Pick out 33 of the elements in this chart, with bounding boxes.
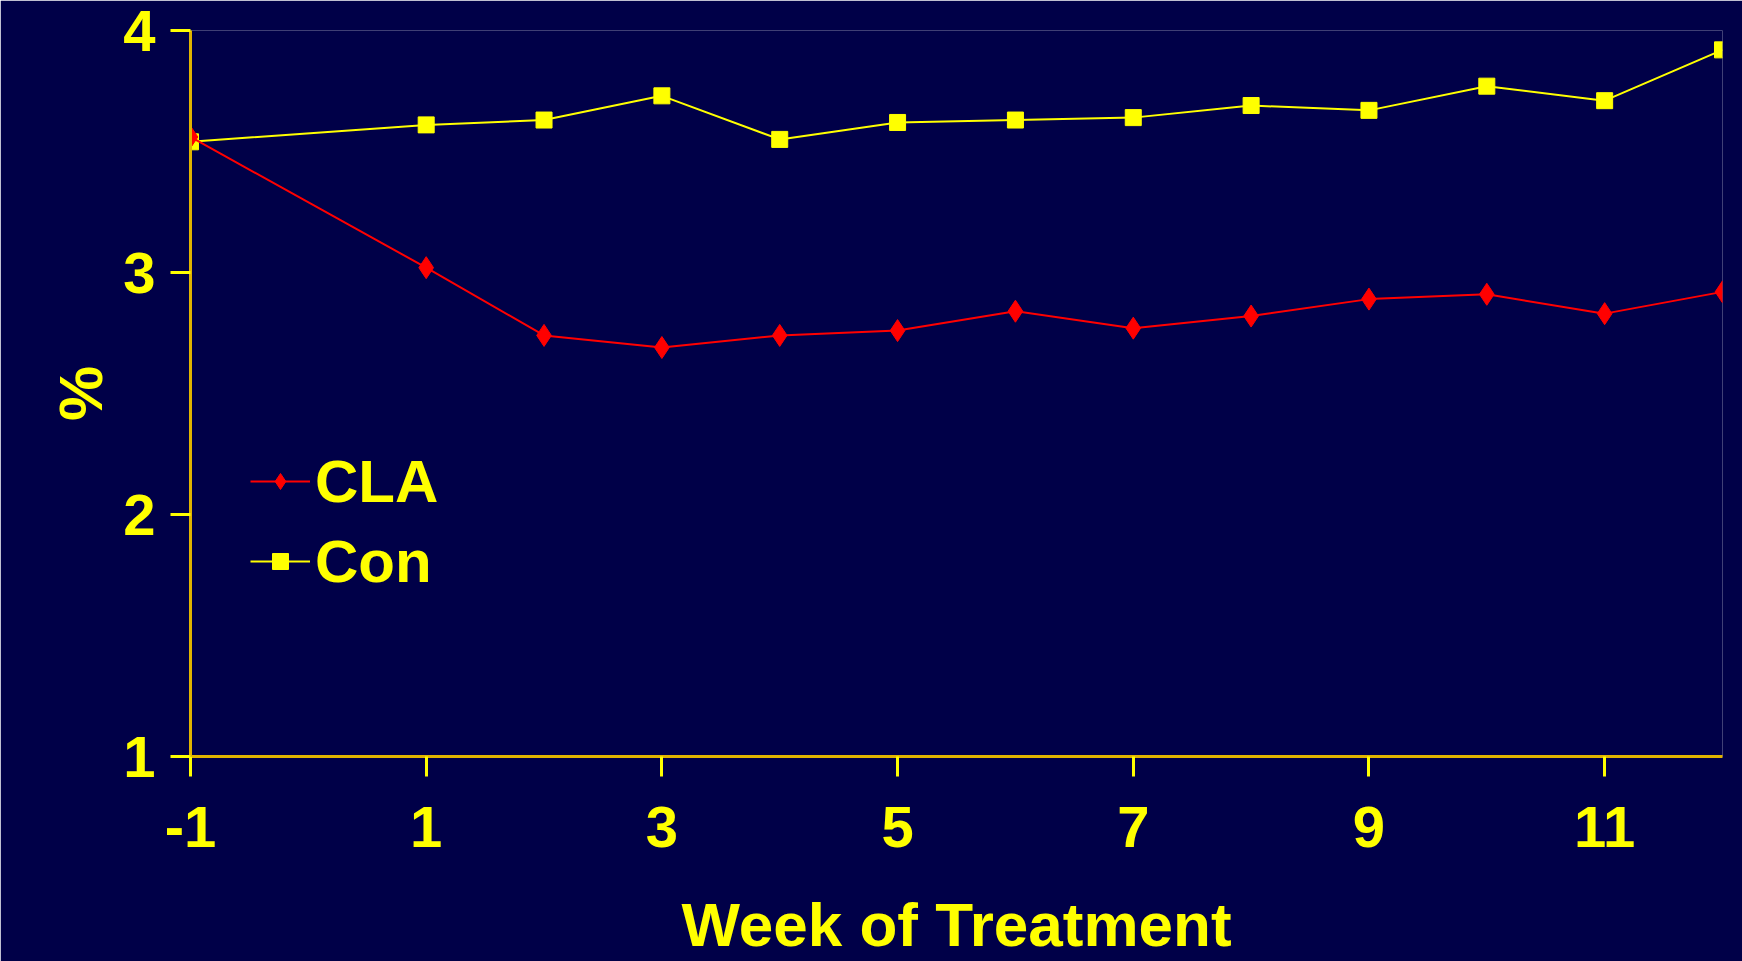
- point: [889, 113, 907, 131]
- point: [418, 256, 435, 280]
- point: [1596, 302, 1613, 326]
- point: [1125, 316, 1142, 340]
- point: [1478, 282, 1495, 306]
- y-tick-label: 2: [123, 481, 156, 547]
- point: [535, 111, 553, 129]
- x-tick-label: 7: [1117, 793, 1150, 859]
- point: [1124, 109, 1142, 127]
- point: [1360, 101, 1378, 119]
- x-tick-label: 9: [1352, 793, 1386, 859]
- point: [1007, 299, 1024, 323]
- point: [653, 87, 671, 105]
- point: [771, 323, 788, 347]
- point: [1242, 97, 1260, 115]
- y-tick-label: 3: [123, 239, 156, 305]
- x-tick-label: -1: [164, 793, 217, 859]
- x-tick-label: 3: [645, 793, 679, 859]
- x-tick-label: 11: [1574, 793, 1636, 859]
- y-tick-label: 1: [123, 723, 156, 789]
- point: [889, 319, 906, 343]
- x-axis-title: Week of Treatment: [681, 889, 1232, 959]
- legend-label: Con: [315, 526, 432, 596]
- point: [771, 130, 789, 148]
- y-axis-title: %: [46, 365, 116, 422]
- point: [1596, 92, 1614, 110]
- x-tick-label: 5: [881, 793, 914, 859]
- y-tick-label: 4: [123, 0, 156, 63]
- legend-label: CLA: [315, 446, 439, 516]
- point: [1006, 111, 1024, 129]
- x-tick-label: 1: [410, 793, 443, 859]
- point: [1478, 77, 1496, 95]
- point: [417, 116, 435, 134]
